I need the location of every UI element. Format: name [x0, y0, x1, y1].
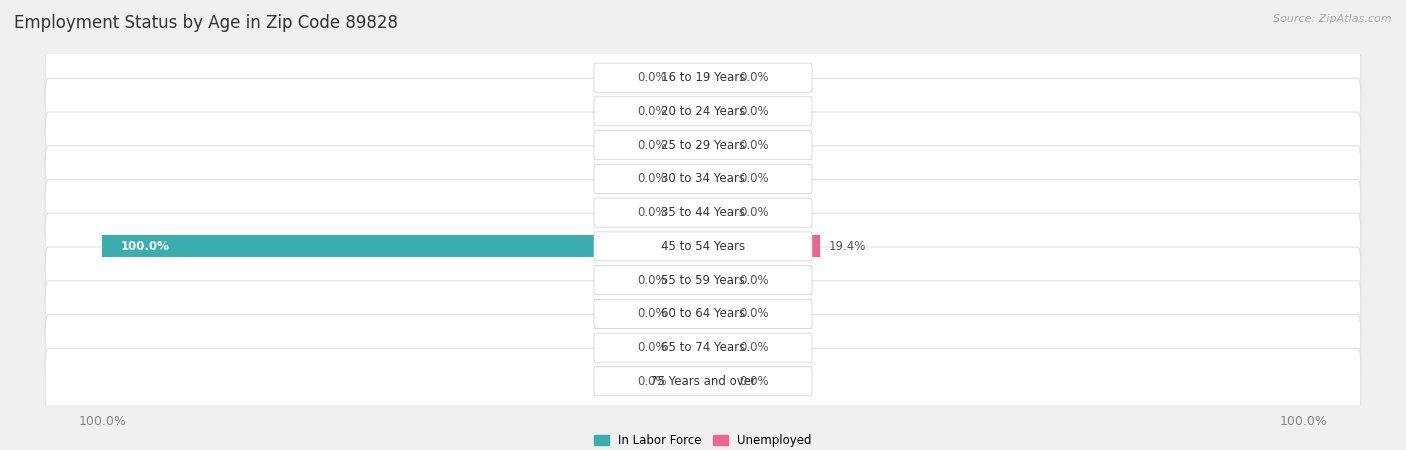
Text: 19.4%: 19.4%	[828, 240, 866, 253]
Text: 0.0%: 0.0%	[740, 71, 769, 84]
FancyBboxPatch shape	[593, 164, 813, 194]
FancyBboxPatch shape	[45, 45, 1361, 111]
FancyBboxPatch shape	[593, 367, 813, 396]
Bar	[676, 269, 703, 291]
Bar	[703, 303, 730, 325]
Text: 35 to 44 Years: 35 to 44 Years	[661, 206, 745, 219]
Bar	[676, 303, 703, 325]
Bar	[103, 235, 703, 257]
FancyBboxPatch shape	[45, 213, 1361, 279]
Text: 30 to 34 Years: 30 to 34 Years	[661, 172, 745, 185]
FancyBboxPatch shape	[45, 247, 1361, 313]
Bar	[703, 269, 730, 291]
FancyBboxPatch shape	[45, 78, 1361, 144]
Text: 0.0%: 0.0%	[740, 341, 769, 354]
Text: 0.0%: 0.0%	[740, 206, 769, 219]
Bar	[703, 100, 730, 122]
Text: 20 to 24 Years: 20 to 24 Years	[661, 105, 745, 118]
Bar	[703, 235, 820, 257]
Text: Source: ZipAtlas.com: Source: ZipAtlas.com	[1274, 14, 1392, 23]
FancyBboxPatch shape	[45, 281, 1361, 347]
Bar	[703, 168, 730, 190]
FancyBboxPatch shape	[593, 333, 813, 362]
Bar	[676, 202, 703, 224]
Text: 65 to 74 Years: 65 to 74 Years	[661, 341, 745, 354]
Text: 0.0%: 0.0%	[740, 105, 769, 118]
Bar	[676, 100, 703, 122]
Text: 0.0%: 0.0%	[637, 274, 666, 287]
Bar	[676, 67, 703, 89]
Text: 0.0%: 0.0%	[740, 274, 769, 287]
FancyBboxPatch shape	[45, 348, 1361, 414]
Text: 0.0%: 0.0%	[740, 139, 769, 152]
Legend: In Labor Force, Unemployed: In Labor Force, Unemployed	[589, 429, 817, 450]
FancyBboxPatch shape	[593, 232, 813, 261]
Bar	[676, 134, 703, 156]
Bar	[703, 337, 730, 359]
Text: Employment Status by Age in Zip Code 89828: Employment Status by Age in Zip Code 898…	[14, 14, 398, 32]
Bar	[676, 337, 703, 359]
Text: 75 Years and over: 75 Years and over	[650, 375, 756, 388]
Text: 0.0%: 0.0%	[637, 307, 666, 320]
Text: 25 to 29 Years: 25 to 29 Years	[661, 139, 745, 152]
Bar	[703, 134, 730, 156]
Text: 60 to 64 Years: 60 to 64 Years	[661, 307, 745, 320]
Bar	[703, 202, 730, 224]
Text: 100.0%: 100.0%	[121, 240, 169, 253]
Text: 0.0%: 0.0%	[637, 172, 666, 185]
Text: 0.0%: 0.0%	[637, 139, 666, 152]
FancyBboxPatch shape	[593, 266, 813, 295]
Text: 0.0%: 0.0%	[637, 206, 666, 219]
Text: 0.0%: 0.0%	[637, 375, 666, 388]
FancyBboxPatch shape	[593, 198, 813, 227]
Text: 16 to 19 Years: 16 to 19 Years	[661, 71, 745, 84]
Text: 0.0%: 0.0%	[740, 172, 769, 185]
FancyBboxPatch shape	[45, 315, 1361, 381]
Text: 0.0%: 0.0%	[740, 307, 769, 320]
Text: 55 to 59 Years: 55 to 59 Years	[661, 274, 745, 287]
FancyBboxPatch shape	[45, 180, 1361, 246]
Text: 0.0%: 0.0%	[637, 105, 666, 118]
Text: 0.0%: 0.0%	[637, 71, 666, 84]
Bar	[676, 168, 703, 190]
FancyBboxPatch shape	[593, 130, 813, 160]
Bar	[676, 370, 703, 392]
Bar	[703, 370, 730, 392]
Text: 45 to 54 Years: 45 to 54 Years	[661, 240, 745, 253]
FancyBboxPatch shape	[593, 97, 813, 126]
FancyBboxPatch shape	[45, 112, 1361, 178]
FancyBboxPatch shape	[593, 63, 813, 92]
FancyBboxPatch shape	[45, 146, 1361, 212]
Bar	[703, 67, 730, 89]
Text: 0.0%: 0.0%	[637, 341, 666, 354]
Text: 0.0%: 0.0%	[740, 375, 769, 388]
FancyBboxPatch shape	[593, 299, 813, 328]
